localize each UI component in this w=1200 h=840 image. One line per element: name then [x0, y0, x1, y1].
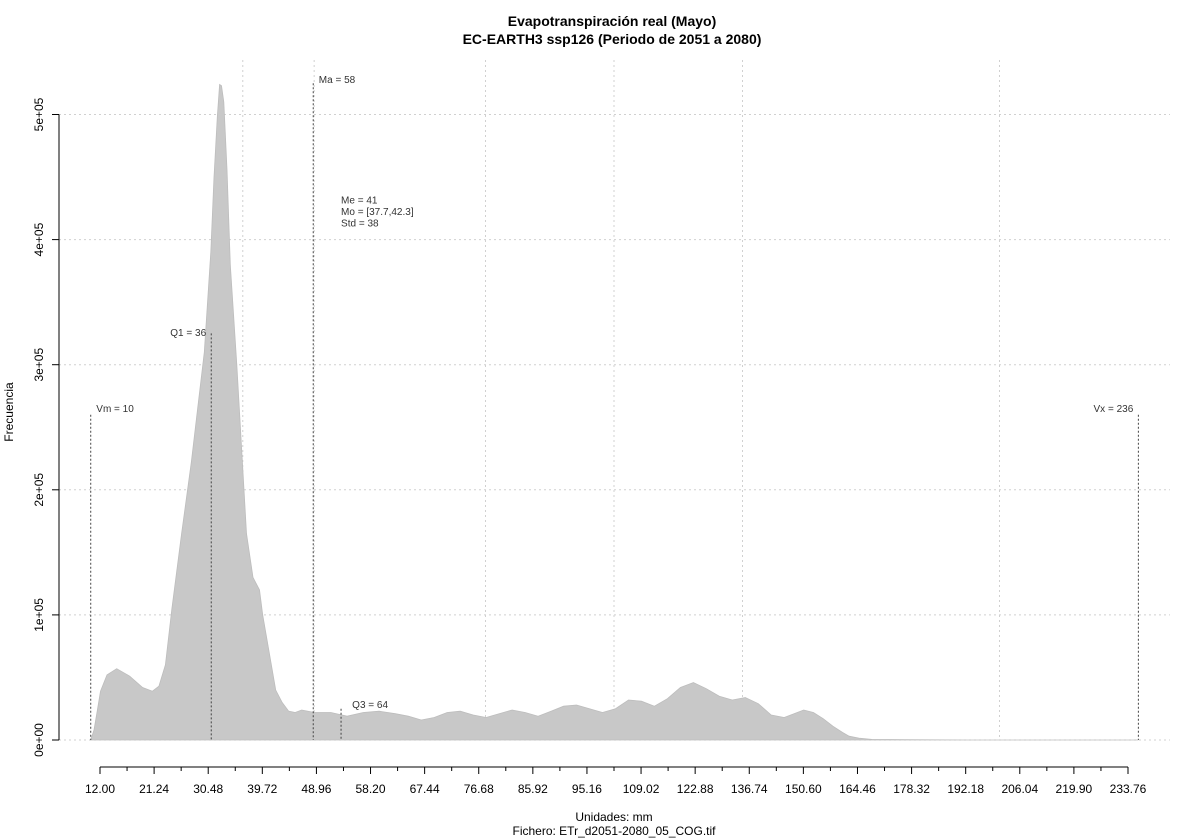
x-tick-label: 136.74: [731, 782, 768, 796]
y-tick-label: 2e+05: [32, 473, 46, 507]
x-tick-label: 58.20: [356, 782, 386, 796]
x-tick-label: 48.96: [301, 782, 331, 796]
x-tick-label: 192.18: [947, 782, 984, 796]
x-tick-label: 178.32: [893, 782, 930, 796]
marker-label: Ma = 58: [319, 75, 356, 86]
y-axis-title: Frecuencia: [2, 382, 16, 442]
file-footer: Fichero: ETr_d2051-2080_05_COG.tif: [513, 824, 717, 838]
x-axis-title: Unidades: mm: [575, 810, 652, 824]
x-tick-label: 109.02: [623, 782, 660, 796]
chart-subtitle: EC-EARTH3 ssp126 (Periodo de 2051 a 2080…: [463, 31, 762, 47]
y-tick-label: 5e+05: [32, 97, 46, 131]
y-tick-label: 4e+05: [32, 222, 46, 256]
y-tick-label: 0e+00: [32, 723, 46, 757]
stats-label: Me = 41: [341, 195, 378, 206]
x-tick-label: 21.24: [139, 782, 169, 796]
stats-label: Std = 38: [341, 218, 379, 229]
density-area: [90, 83, 1139, 741]
x-tick-label: 206.04: [1001, 782, 1038, 796]
x-tick-label: 76.68: [464, 782, 494, 796]
marker-label: Q3 = 64: [352, 700, 388, 711]
y-tick-label: 1e+05: [32, 598, 46, 632]
marker-label: Vm = 10: [96, 404, 134, 415]
x-tick-label: 122.88: [677, 782, 714, 796]
x-tick-label: 12.00: [85, 782, 115, 796]
x-axis: 12.00 21.24 30.48 39.72 48.96 58.20 67.44 76.68…: [85, 766, 1147, 796]
x-tick-label: 150.60: [785, 782, 822, 796]
x-tick-label: 39.72: [247, 782, 277, 796]
x-tick-label: 85.92: [518, 782, 548, 796]
x-tick-label: 95.16: [572, 782, 602, 796]
stats-label: Mo = [37.7,42.3]: [341, 207, 414, 218]
x-tick-label: 219.90: [1056, 782, 1093, 796]
x-tick-label: 164.46: [839, 782, 876, 796]
x-tick-label: 30.48: [193, 782, 223, 796]
chart-title: Evapotranspiración real (Mayo): [508, 13, 717, 29]
x-tick-label: 67.44: [410, 782, 440, 796]
y-axis: 0e+00 1e+05 2e+05 3e+05 4e+05 5e+05: [32, 97, 60, 757]
marker-label: Vx = 236: [1094, 404, 1134, 415]
marker-label: Q1 = 36: [170, 328, 206, 339]
statistic-markers: Vm = 10 Q1 = 36 Ma = 58 Q3 = 64 Vx = 236 Me =…: [90, 75, 1139, 740]
y-tick-label: 3e+05: [32, 348, 46, 382]
x-tick-label: 233.76: [1110, 782, 1147, 796]
